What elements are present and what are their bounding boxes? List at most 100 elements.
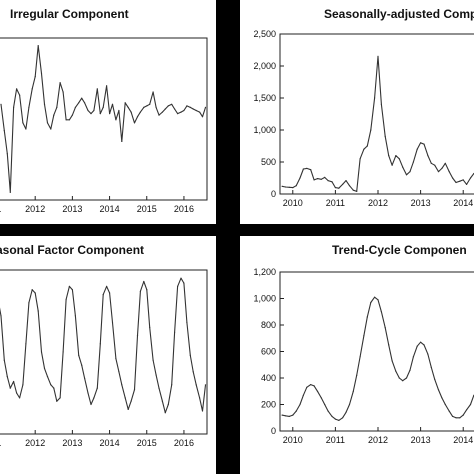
- data-point: [16, 88, 18, 90]
- data-point: [469, 177, 472, 179]
- y-tick-label: 1,500: [253, 93, 276, 103]
- x-tick-label: 2016: [174, 438, 194, 448]
- data-point: [320, 178, 322, 180]
- data-point: [62, 91, 64, 93]
- data-point: [342, 417, 344, 419]
- data-point: [34, 292, 36, 294]
- data-point: [13, 380, 15, 383]
- data-point: [356, 190, 358, 192]
- data-point: [316, 390, 319, 392]
- data-point: [420, 142, 422, 144]
- data-point: [46, 376, 49, 378]
- data-point: [25, 343, 27, 345]
- data-point: [292, 187, 294, 189]
- data-point: [388, 344, 390, 346]
- data-point: [78, 354, 80, 356]
- data-point: [127, 106, 129, 108]
- y-tick-label: 400: [261, 373, 276, 383]
- series-line: [281, 55, 474, 192]
- data-point: [201, 116, 204, 118]
- data-point: [469, 403, 472, 406]
- data-point: [124, 102, 126, 104]
- data-point: [84, 102, 86, 104]
- data-point: [183, 282, 185, 284]
- data-point: [155, 106, 157, 108]
- seasonal-factor-title: asonal Factor Component: [0, 243, 145, 257]
- y-tick-label: 2,000: [253, 61, 276, 71]
- data-point: [306, 167, 308, 169]
- data-point: [149, 103, 151, 105]
- data-point: [143, 280, 145, 283]
- data-point: [171, 103, 173, 105]
- plot-frame: [0, 37, 208, 201]
- data-point: [402, 380, 404, 382]
- data-point: [6, 153, 8, 155]
- data-point: [158, 114, 160, 116]
- data-point: [68, 119, 70, 121]
- data-point: [366, 316, 368, 318]
- data-point: [31, 88, 33, 90]
- data-point: [93, 397, 95, 399]
- data-point: [164, 412, 166, 414]
- data-point: [31, 289, 33, 291]
- x-tick-label: 2013: [411, 435, 431, 445]
- data-point: [19, 94, 21, 96]
- data-point: [370, 301, 372, 304]
- data-point: [96, 88, 98, 90]
- data-point: [295, 185, 297, 187]
- data-point: [327, 410, 329, 412]
- data-point: [195, 384, 197, 386]
- data-point: [402, 166, 404, 168]
- data-point: [118, 109, 120, 112]
- data-point: [37, 45, 39, 47]
- data-point: [310, 169, 312, 171]
- x-tick-label: 2015: [137, 204, 157, 214]
- data-point: [288, 415, 290, 417]
- data-point: [292, 414, 294, 416]
- data-point: [455, 417, 457, 419]
- data-point: [462, 414, 464, 416]
- data-point: [115, 358, 117, 360]
- data-point: [384, 135, 386, 137]
- series-line: [0, 277, 207, 414]
- data-point: [437, 171, 440, 173]
- data-point: [359, 356, 361, 358]
- data-point: [313, 179, 315, 181]
- data-point: [377, 55, 379, 58]
- x-tick-label: 2012: [368, 198, 388, 208]
- data-point: [106, 285, 108, 287]
- data-point: [302, 168, 304, 170]
- x-tick-label: 2011: [326, 435, 345, 445]
- trend-cycle-panel: 2010 2011 2012 2013 2014 0 200 400 600 800 1,000 1,…: [240, 236, 474, 474]
- data-point: [3, 359, 5, 361]
- data-point: [177, 113, 179, 115]
- data-point: [84, 377, 86, 379]
- data-point: [0, 103, 2, 105]
- data-point: [316, 178, 319, 180]
- data-point: [448, 171, 450, 173]
- data-point: [324, 176, 326, 178]
- x-tick-label: 2014: [100, 204, 120, 214]
- y-tick-label: 0: [271, 189, 276, 199]
- data-point: [161, 111, 163, 113]
- y-tick-label: 0: [271, 426, 276, 436]
- data-point: [0, 315, 2, 317]
- series-line: [0, 45, 207, 193]
- data-point: [59, 397, 61, 399]
- x-tick-label: 2014: [453, 198, 473, 208]
- data-point: [352, 189, 354, 191]
- data-point: [130, 111, 132, 113]
- data-point: [50, 128, 52, 130]
- data-point: [299, 403, 301, 406]
- data-point: [22, 122, 24, 124]
- data-point: [171, 384, 173, 386]
- data-point: [53, 387, 55, 389]
- data-point: [186, 321, 188, 324]
- data-point: [28, 106, 30, 108]
- data-point: [65, 298, 67, 301]
- x-tick-label: 2015: [137, 438, 157, 448]
- x-tick-label: 2013: [411, 198, 431, 208]
- data-point: [370, 129, 372, 131]
- data-point: [16, 392, 18, 394]
- data-point: [90, 403, 92, 406]
